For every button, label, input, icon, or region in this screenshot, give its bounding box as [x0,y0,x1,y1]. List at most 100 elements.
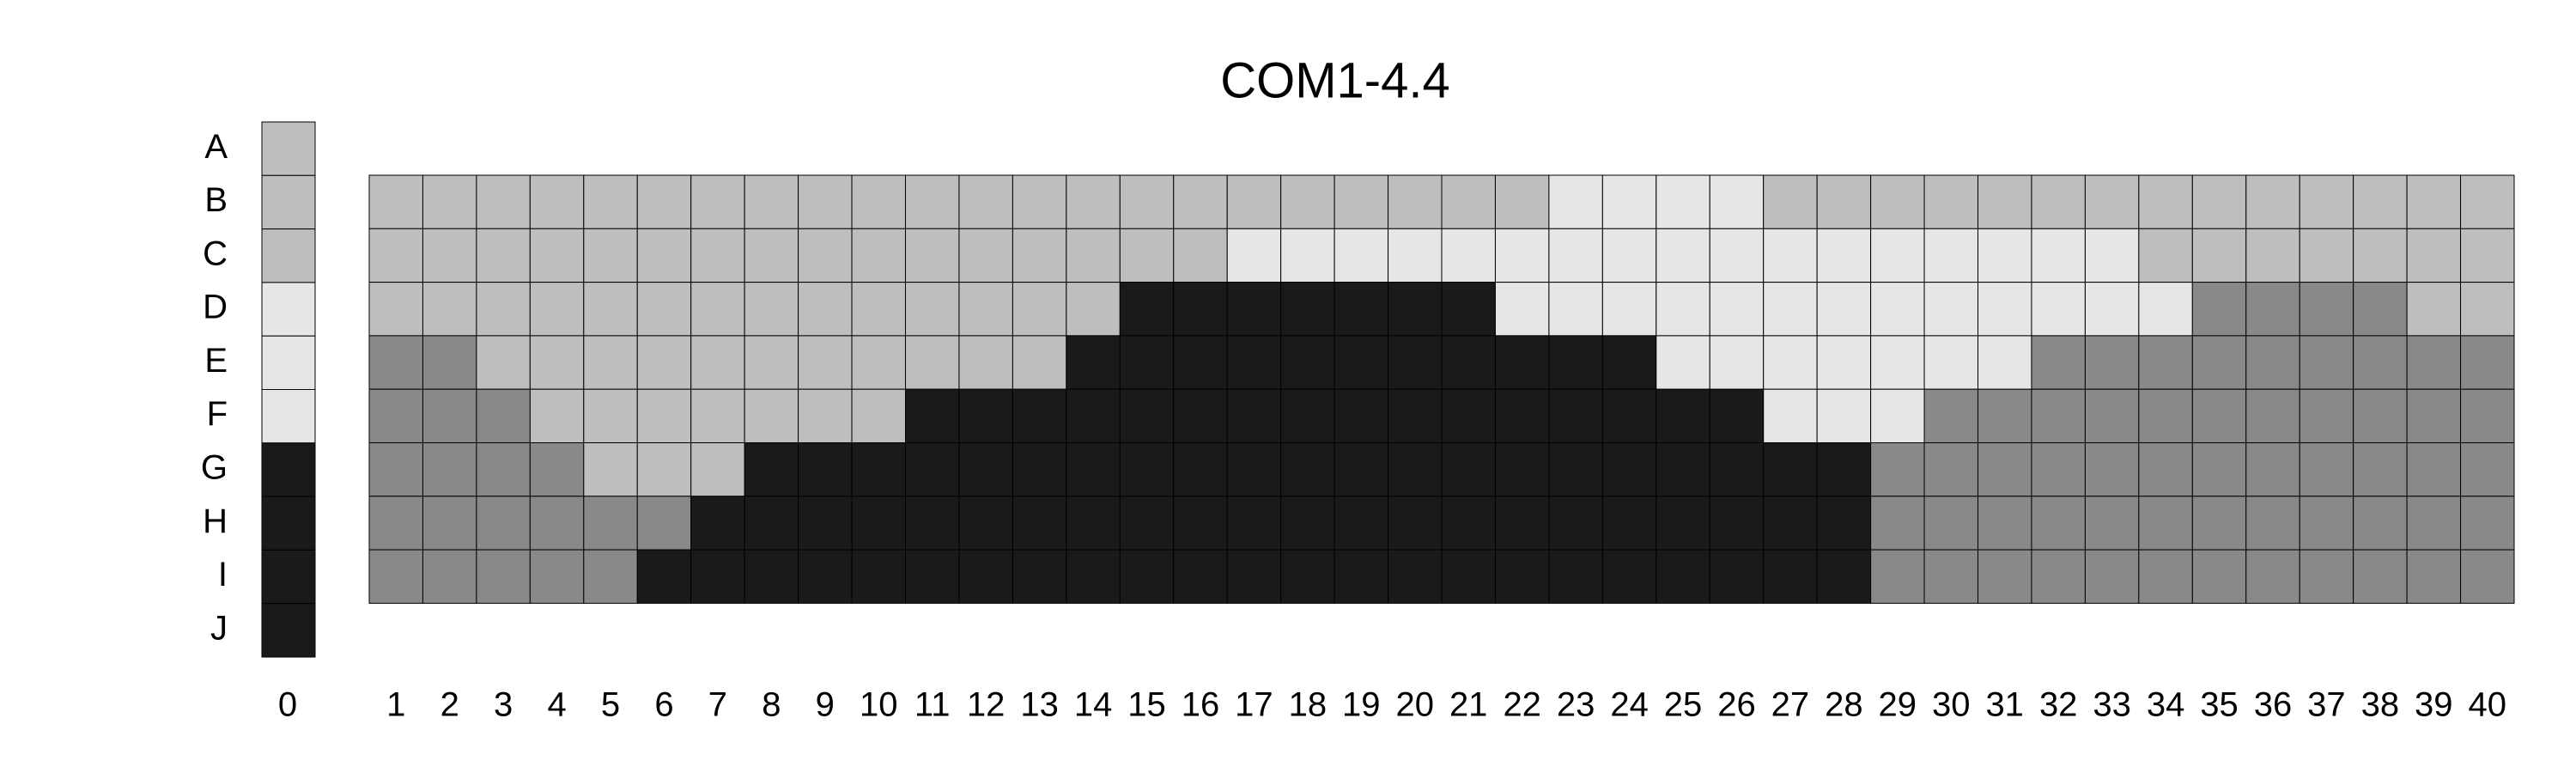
heatmap-cell [2031,442,2086,497]
heatmap-cell [1280,228,1335,283]
column-label: 16 [1182,686,1220,724]
heatmap-cell [1441,282,1496,337]
heatmap-cell [476,174,531,229]
heatmap-cell [958,442,1013,497]
heatmap-cell [1709,549,1765,604]
heatmap-cell [2299,496,2354,551]
heatmap-cell [2191,228,2247,283]
heatmap-cell [1388,228,1443,283]
reference-cell [261,442,316,497]
heatmap-cell [851,442,906,497]
heatmap-cell [1601,228,1657,283]
heatmap-cell [1066,335,1121,390]
heatmap-cell [690,388,745,444]
heatmap-cell [583,282,638,337]
heatmap-cell [422,282,477,337]
heatmap-cell [798,228,853,283]
heatmap-cell [1548,388,1603,444]
heatmap-cell [2245,282,2300,337]
column-label: 37 [2307,686,2346,724]
heatmap-cell [905,282,960,337]
column-label: 6 [654,686,673,724]
heatmap-cell [529,174,585,229]
heatmap-cell [1173,496,1228,551]
heatmap-cell [1978,282,2032,337]
heatmap-cell [1816,174,1872,229]
heatmap-cell [798,442,853,497]
heatmap-cell [2299,442,2354,497]
reference-cell [261,174,316,230]
heatmap-cell [1978,388,2032,444]
heatmap-cell [422,174,477,229]
heatmap-cell [690,496,745,551]
heatmap-cell [2084,442,2140,497]
heatmap-cell [1119,335,1175,390]
heatmap-cell [958,335,1013,390]
heatmap-cell [1334,442,1389,497]
heatmap-cell [529,549,585,604]
column-label: 11 [914,686,951,724]
heatmap-cell [1978,228,2032,283]
column-label: 27 [1771,686,1810,724]
column-label: 8 [762,686,781,724]
heatmap-cell [1119,228,1175,283]
heatmap-cell [1978,335,2032,390]
column-label: 1 [386,686,405,724]
heatmap-cell [1548,335,1603,390]
column-label: 35 [2200,686,2239,724]
heatmap-cell [1494,496,1550,551]
heatmap-cell [690,174,745,229]
heatmap-cell [2245,228,2300,283]
heatmap-cell [2191,496,2247,551]
heatmap-cell [2460,174,2515,229]
heatmap-cell [1763,335,1818,390]
heatmap-cell [2031,174,2086,229]
heatmap-cell [1923,442,1979,497]
heatmap-cell [1441,388,1496,444]
heatmap-cell [1656,335,1710,390]
column-label: 12 [967,686,1005,724]
heatmap-cell [1334,335,1389,390]
heatmap-cell [851,174,906,229]
heatmap-cell [1494,549,1550,604]
row-label: G [201,449,228,487]
heatmap-cell [1226,388,1282,444]
heatmap-cell [1816,282,1872,337]
heatmap-cell [1870,549,1925,604]
heatmap-cell [476,442,531,497]
heatmap-cell [2138,228,2193,283]
heatmap-cell [2138,549,2193,604]
heatmap-cell [2138,388,2193,444]
heatmap-cell [1066,496,1121,551]
heatmap-cell [476,388,531,444]
heatmap-cell [2245,442,2300,497]
row-label: H [203,502,228,540]
heatmap-cell [1280,335,1335,390]
heatmap-cell [690,442,745,497]
heatmap-cell [1816,496,1872,551]
heatmap-cell [1601,282,1657,337]
column-label: 13 [1020,686,1059,724]
heatmap-cell [1494,174,1550,229]
heatmap-cell [636,174,692,229]
heatmap-cell [368,228,423,283]
heatmap-cell [1441,496,1496,551]
heatmap-cell [2138,282,2193,337]
heatmap-cell [1012,549,1067,604]
heatmap-cell [1280,388,1335,444]
heatmap-cell [1280,282,1335,337]
heatmap-cell [1923,282,1979,337]
heatmap-cell [1656,442,1710,497]
heatmap-cell [1656,174,1710,229]
heatmap-cell [583,496,638,551]
heatmap-cell [368,388,423,444]
heatmap-cell [744,442,799,497]
heatmap-cell [905,174,960,229]
heatmap-cell [2191,174,2247,229]
heatmap-cell [1119,174,1175,229]
heatmap-cell [2084,174,2140,229]
heatmap-cell [1656,496,1710,551]
heatmap-cell [2084,388,2140,444]
heatmap-cell [2084,496,2140,551]
heatmap-cell [690,228,745,283]
